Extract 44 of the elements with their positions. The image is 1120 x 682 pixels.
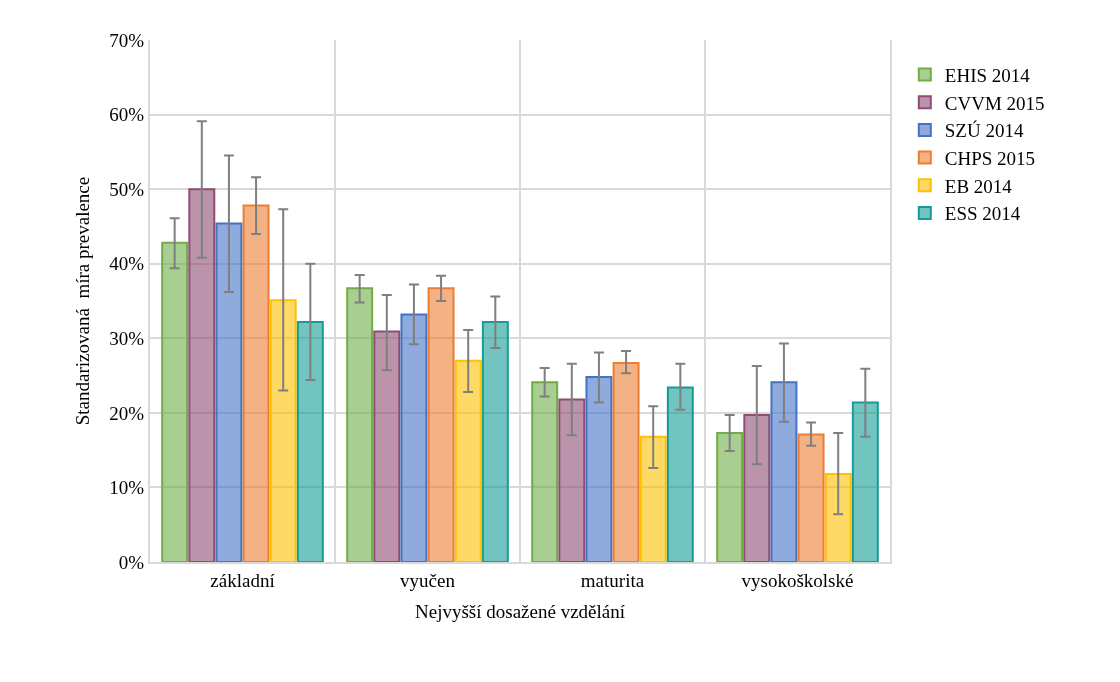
bar (454, 359, 482, 562)
x-tick-label: maturita (580, 569, 645, 591)
bar (770, 381, 798, 562)
bar (743, 414, 771, 562)
y-tick-label: 10% (109, 477, 145, 499)
bar (427, 287, 455, 562)
bar (242, 204, 270, 562)
bar (585, 376, 613, 562)
bar (824, 473, 852, 562)
legend-label: EB 2014 (944, 175, 1013, 197)
y-tick-label: 50% (109, 178, 145, 200)
bar (558, 398, 586, 562)
y-axis-title: Standarizovaná míra prevalence (71, 176, 93, 426)
bar (161, 241, 189, 562)
x-axis-title: Nejvyšší dosažené vzdělání (415, 601, 626, 623)
y-tick-label: 20% (109, 402, 145, 424)
bar (481, 320, 509, 562)
bar (531, 381, 559, 562)
x-tick-label: vysokoškolské (741, 569, 854, 591)
y-tick-label: 0% (118, 551, 145, 573)
legend-label: SZÚ 2014 (944, 120, 1024, 142)
bar (716, 431, 744, 562)
bar (666, 386, 694, 562)
legend-label: CHPS 2015 (944, 148, 1036, 170)
legend-label: ESS 2014 (944, 203, 1021, 225)
bar (346, 287, 374, 562)
y-tick-label: 60% (109, 104, 145, 126)
legend-label: CVVM 2015 (944, 92, 1045, 114)
bar (400, 313, 428, 562)
bar (373, 330, 401, 562)
bar (797, 433, 825, 562)
y-tick-label: 40% (109, 253, 145, 275)
bar (269, 299, 297, 562)
bar (296, 320, 324, 562)
y-tick-label: 30% (109, 327, 145, 349)
bar (639, 435, 667, 562)
y-tick-label: 70% (109, 29, 145, 51)
bar (851, 401, 879, 562)
bar (612, 361, 640, 562)
legend-label: EHIS 2014 (944, 64, 1031, 86)
x-tick-label: vyučen (400, 569, 456, 591)
bar (215, 222, 243, 562)
x-tick-label: základní (210, 569, 276, 591)
bar (188, 188, 216, 562)
